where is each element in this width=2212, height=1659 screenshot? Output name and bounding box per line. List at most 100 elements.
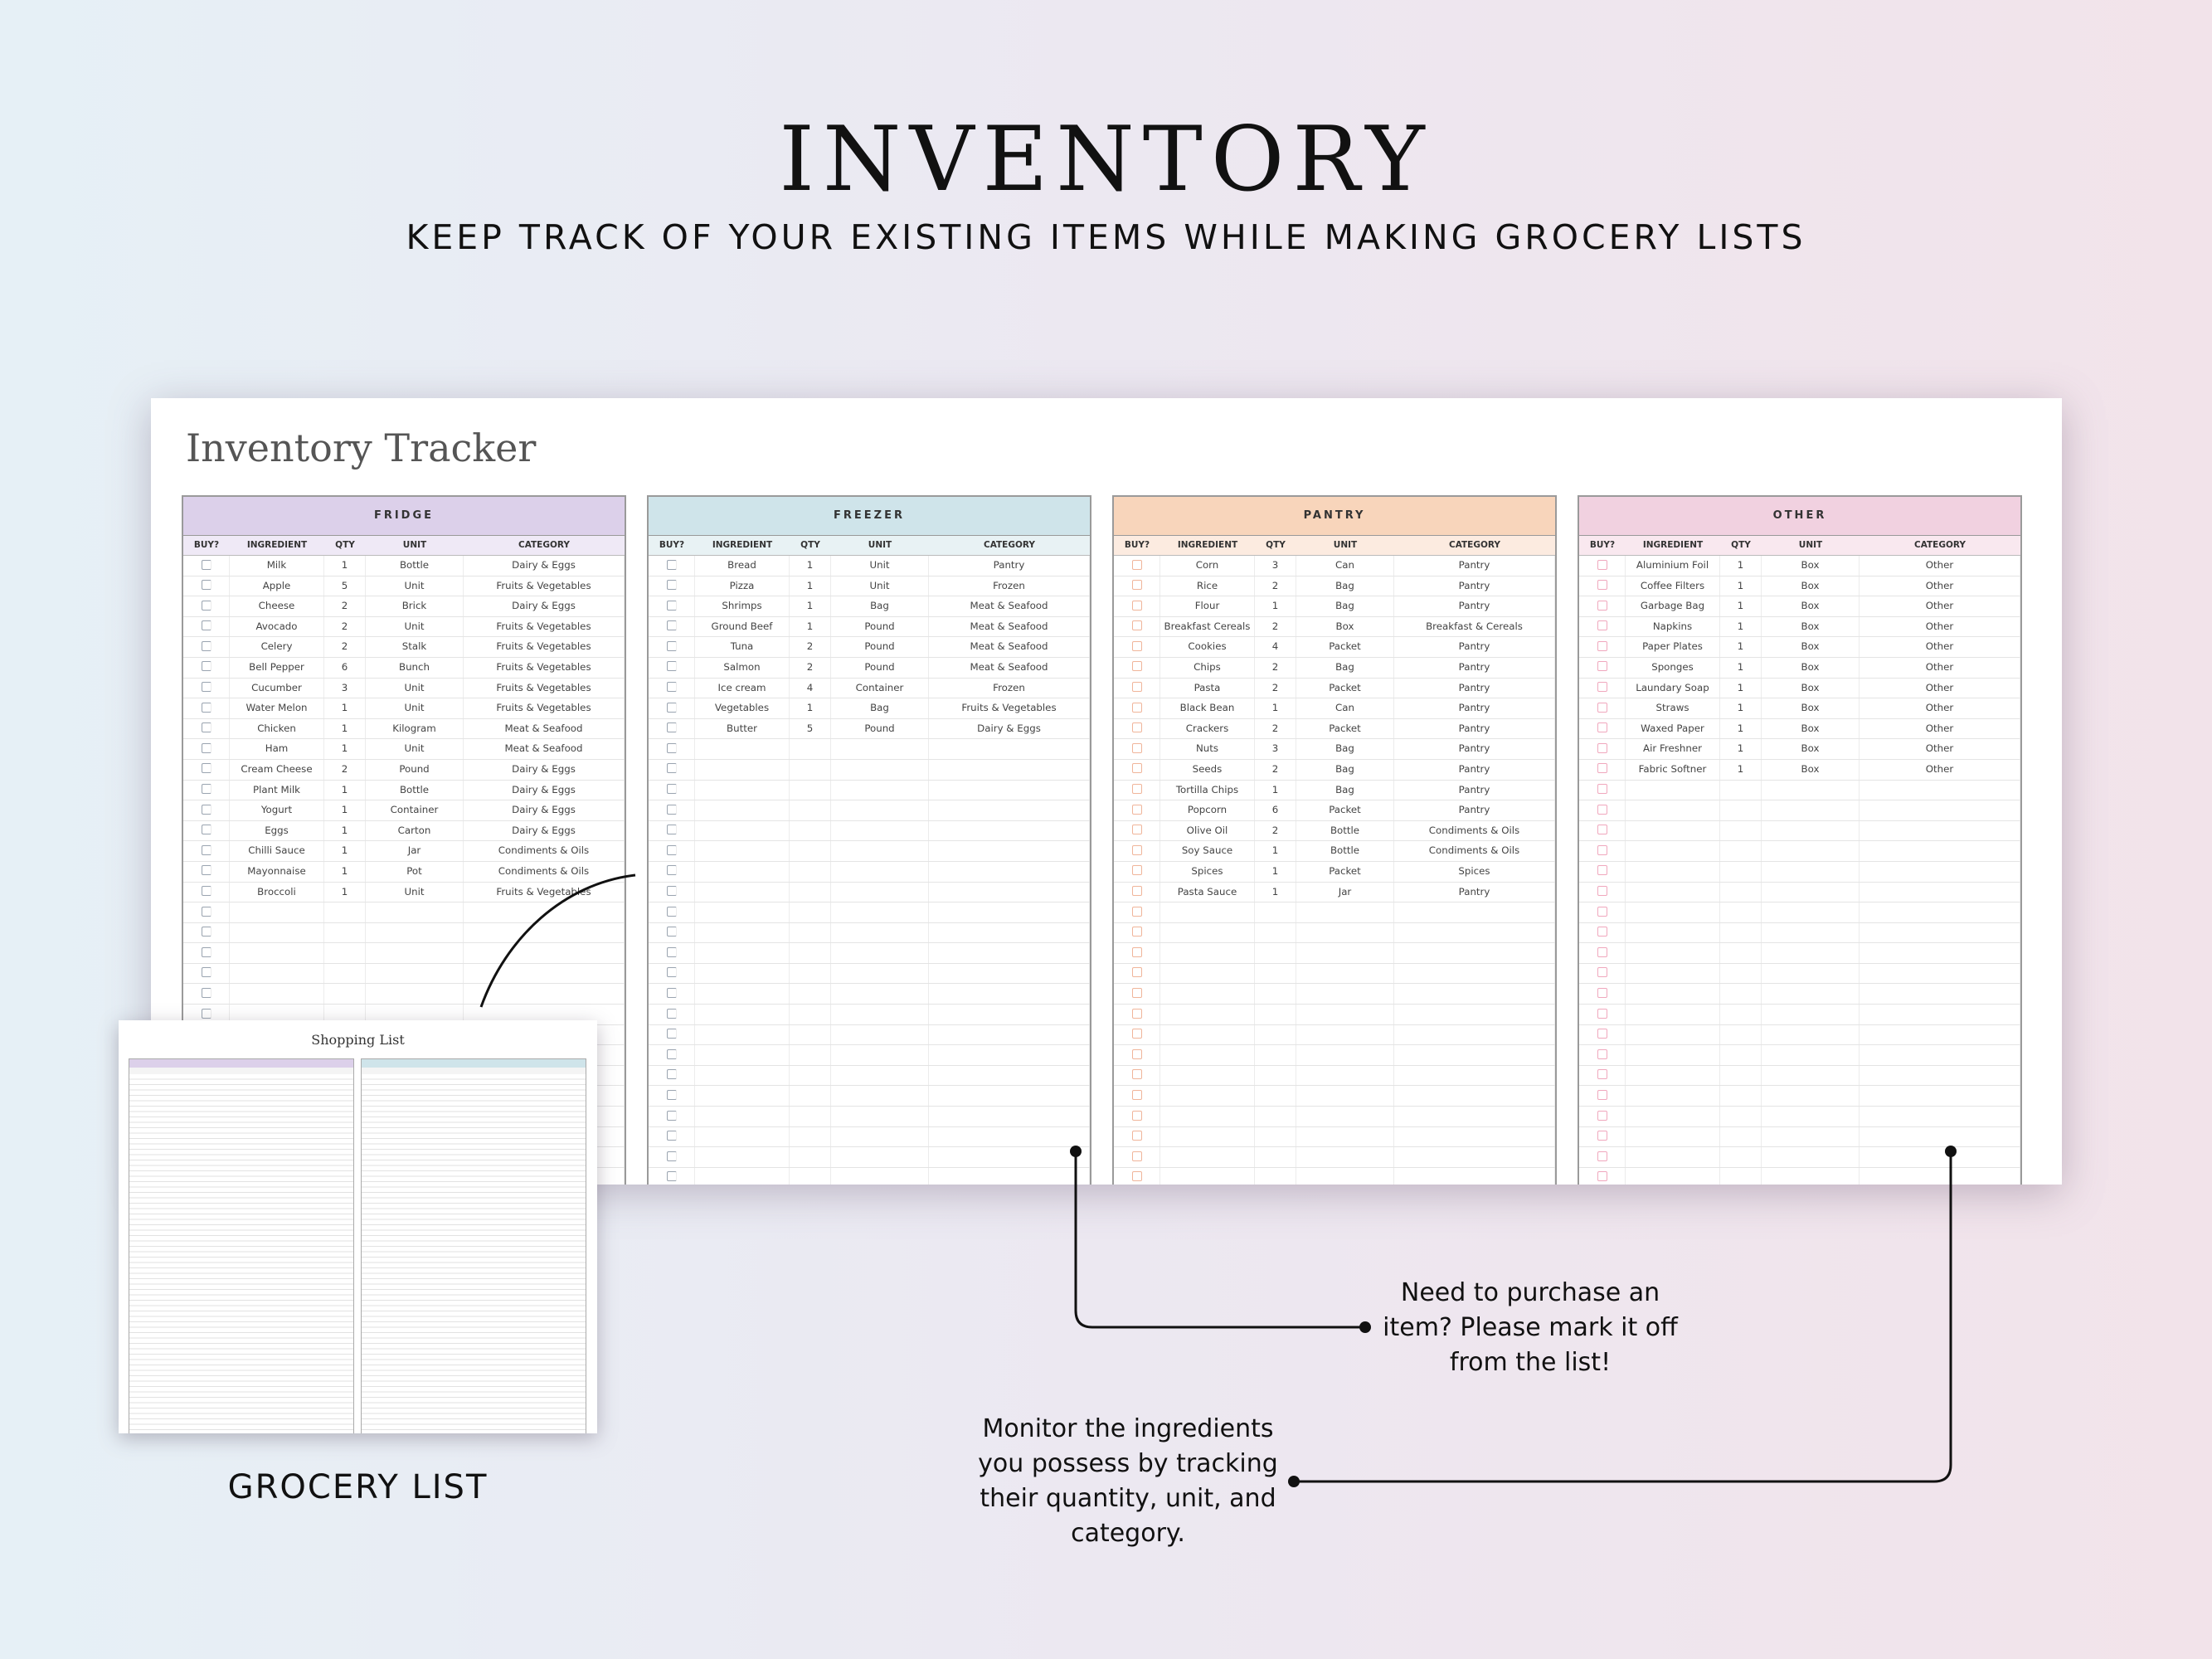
qty-cell[interactable] <box>1720 1147 1762 1167</box>
category-cell[interactable] <box>929 882 1090 902</box>
ingredient-cell[interactable]: Yogurt <box>230 800 324 820</box>
category-cell[interactable]: Dairy & Eggs <box>464 820 625 841</box>
unit-cell[interactable] <box>831 882 929 902</box>
buy-checkbox[interactable] <box>666 1008 677 1019</box>
category-cell[interactable] <box>1394 1045 1555 1065</box>
category-cell[interactable] <box>929 820 1090 841</box>
category-cell[interactable]: Pantry <box>1394 657 1555 678</box>
buy-checkbox[interactable] <box>1597 1110 1607 1121</box>
qty-cell[interactable] <box>324 1005 366 1024</box>
unit-cell[interactable]: Packet <box>1296 678 1394 698</box>
buy-checkbox[interactable] <box>1597 946 1607 957</box>
buy-checkbox[interactable] <box>666 1110 677 1121</box>
qty-cell[interactable] <box>790 1065 831 1086</box>
category-cell[interactable] <box>1860 963 2020 984</box>
ingredient-cell[interactable]: Chips <box>1160 657 1255 678</box>
ingredient-cell[interactable] <box>1626 820 1720 841</box>
qty-cell[interactable] <box>790 1107 831 1126</box>
ingredient-cell[interactable] <box>1160 963 1255 984</box>
buy-checkbox[interactable] <box>666 1131 677 1141</box>
ingredient-cell[interactable] <box>695 1086 790 1107</box>
category-cell[interactable] <box>929 841 1090 861</box>
qty-cell[interactable]: 2 <box>324 596 366 616</box>
buy-checkbox[interactable] <box>1131 682 1142 693</box>
qty-cell[interactable]: 1 <box>1720 616 1762 637</box>
ingredient-cell[interactable] <box>695 1024 790 1045</box>
qty-cell[interactable]: 2 <box>324 759 366 780</box>
unit-cell[interactable]: Bottle <box>1296 841 1394 861</box>
buy-checkbox[interactable] <box>1597 620 1607 631</box>
buy-checkbox[interactable] <box>666 742 677 753</box>
buy-checkbox[interactable] <box>1597 1029 1607 1039</box>
category-cell[interactable] <box>464 1065 625 1086</box>
buy-checkbox[interactable] <box>201 763 211 774</box>
category-cell[interactable]: Other <box>1860 576 2020 596</box>
qty-cell[interactable]: 3 <box>1255 739 1296 759</box>
qty-cell[interactable]: 1 <box>790 698 831 718</box>
qty-cell[interactable] <box>324 963 366 984</box>
buy-checkbox[interactable] <box>666 682 677 693</box>
unit-cell[interactable]: Bunch <box>366 657 464 678</box>
category-cell[interactable] <box>464 1005 625 1024</box>
ingredient-cell[interactable] <box>695 841 790 861</box>
unit-cell[interactable] <box>831 1107 929 1126</box>
qty-cell[interactable] <box>790 1005 831 1024</box>
unit-cell[interactable]: Brick <box>366 596 464 616</box>
category-cell[interactable] <box>1394 1107 1555 1126</box>
unit-cell[interactable] <box>1762 984 1860 1005</box>
category-cell[interactable] <box>464 1126 625 1147</box>
ingredient-cell[interactable]: Chilli Sauce <box>230 841 324 861</box>
ingredient-cell[interactable] <box>1626 1086 1720 1107</box>
ingredient-cell[interactable] <box>1160 1024 1255 1045</box>
qty-cell[interactable]: 2 <box>790 637 831 657</box>
unit-cell[interactable] <box>831 902 929 922</box>
qty-cell[interactable]: 1 <box>324 556 366 576</box>
ingredient-cell[interactable] <box>695 963 790 984</box>
category-cell[interactable]: Meat & Seafood <box>929 596 1090 616</box>
ingredient-cell[interactable]: Crackers <box>1160 718 1255 739</box>
ingredient-cell[interactable]: Water Melon <box>230 698 324 718</box>
category-cell[interactable]: Pantry <box>1394 556 1555 576</box>
buy-checkbox[interactable] <box>1597 1048 1607 1059</box>
buy-checkbox[interactable] <box>1597 825 1607 835</box>
ingredient-cell[interactable] <box>230 943 324 963</box>
qty-cell[interactable] <box>324 943 366 963</box>
ingredient-cell[interactable]: Soy Sauce <box>1160 841 1255 861</box>
qty-cell[interactable] <box>790 780 831 800</box>
ingredient-cell[interactable] <box>695 861 790 882</box>
unit-cell[interactable] <box>831 1065 929 1086</box>
qty-cell[interactable] <box>1255 984 1296 1005</box>
unit-cell[interactable]: Unit <box>366 616 464 637</box>
qty-cell[interactable]: 6 <box>1255 800 1296 820</box>
buy-checkbox[interactable] <box>201 722 211 733</box>
category-cell[interactable]: Dairy & Eggs <box>464 759 625 780</box>
unit-cell[interactable] <box>831 1045 929 1065</box>
qty-cell[interactable] <box>1255 902 1296 922</box>
ingredient-cell[interactable]: Milk <box>230 556 324 576</box>
category-cell[interactable]: Pantry <box>1394 780 1555 800</box>
unit-cell[interactable]: Box <box>1762 576 1860 596</box>
category-cell[interactable] <box>929 1086 1090 1107</box>
ingredient-cell[interactable] <box>695 1065 790 1086</box>
ingredient-cell[interactable] <box>695 984 790 1005</box>
category-cell[interactable]: Other <box>1860 616 2020 637</box>
category-cell[interactable]: Dairy & Eggs <box>464 780 625 800</box>
qty-cell[interactable]: 5 <box>790 718 831 739</box>
unit-cell[interactable] <box>1296 1024 1394 1045</box>
buy-checkbox[interactable] <box>1131 784 1142 795</box>
qty-cell[interactable]: 1 <box>324 718 366 739</box>
unit-cell[interactable] <box>1296 902 1394 922</box>
buy-checkbox[interactable] <box>1131 1110 1142 1121</box>
qty-cell[interactable]: 1 <box>324 800 366 820</box>
qty-cell[interactable] <box>1255 1045 1296 1065</box>
category-cell[interactable] <box>1394 984 1555 1005</box>
qty-cell[interactable]: 1 <box>790 616 831 637</box>
ingredient-cell[interactable]: Bread <box>695 556 790 576</box>
qty-cell[interactable] <box>790 861 831 882</box>
ingredient-cell[interactable]: Paper Plates <box>1626 637 1720 657</box>
ingredient-cell[interactable] <box>695 1167 790 1185</box>
buy-checkbox[interactable] <box>201 640 211 651</box>
unit-cell[interactable]: Box <box>1762 596 1860 616</box>
buy-checkbox[interactable] <box>1131 946 1142 957</box>
buy-checkbox[interactable] <box>666 927 677 937</box>
